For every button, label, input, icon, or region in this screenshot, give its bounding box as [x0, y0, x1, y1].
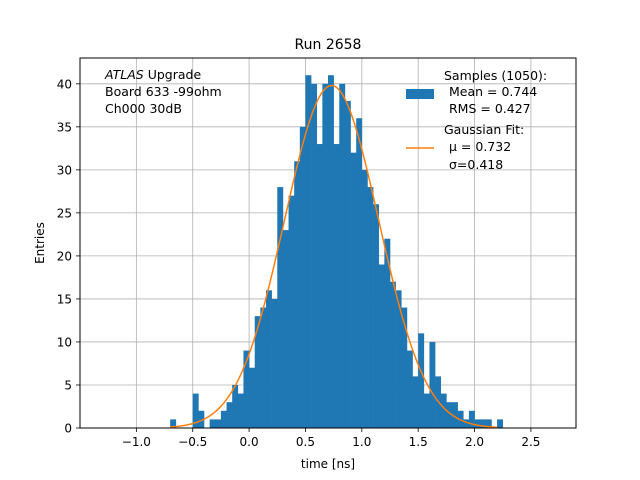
- histogram-bar: [474, 419, 481, 428]
- histogram-bar: [243, 350, 250, 428]
- histogram-bar: [277, 187, 284, 428]
- annotation-text: ATLAS Upgrade Board 633 -99ohm Ch000 30d…: [104, 67, 222, 116]
- y-tick-label: 40: [57, 77, 72, 91]
- x-axis-ticks: −1.0 −0.5 0.0 0.5 1.0 1.5 2.0 2.5: [122, 428, 540, 449]
- histogram-bar: [271, 298, 278, 428]
- histogram-bar: [412, 376, 419, 428]
- histogram-bar: [378, 264, 385, 428]
- annotation-line-3: Ch000 30dB: [105, 101, 182, 116]
- histogram-bar: [485, 419, 492, 428]
- histogram-bar: [316, 144, 323, 428]
- histogram-bar: [237, 393, 244, 428]
- histogram-bar: [446, 402, 453, 428]
- histogram-bar: [401, 307, 408, 428]
- histogram-bar: [395, 290, 402, 428]
- histogram-bar: [226, 402, 233, 428]
- histogram-bar: [249, 367, 256, 428]
- x-tick-label: −0.5: [178, 435, 207, 449]
- legend-samples-patch: [406, 89, 434, 99]
- histogram-bar: [209, 419, 216, 428]
- histogram-bar: [328, 75, 334, 429]
- legend-fit-sigma: σ=0.418: [449, 157, 503, 172]
- legend-fit-label: Gaussian Fit:: [444, 122, 524, 137]
- y-tick-label: 10: [57, 335, 72, 349]
- histogram-bar: [170, 419, 177, 428]
- y-tick-label: 15: [57, 292, 72, 306]
- x-tick-label: 2.5: [521, 435, 540, 449]
- y-tick-label: 30: [57, 163, 72, 177]
- histogram-bar: [311, 83, 318, 428]
- x-axis-label: time [ns]: [301, 457, 355, 471]
- gaussian-fit-curve: [170, 84, 498, 429]
- upgrade-label: Upgrade: [144, 67, 202, 82]
- histogram-bar: [192, 393, 199, 428]
- y-tick-label: 25: [57, 206, 72, 220]
- y-tick-label: 20: [57, 249, 72, 263]
- y-tick-label: 0: [64, 422, 72, 436]
- histogram-bar: [299, 126, 306, 428]
- chart-title: Run 2658: [295, 37, 362, 53]
- legend: Samples (1050): Mean = 0.744 RMS = 0.427…: [406, 68, 547, 172]
- histogram-bar: [339, 83, 346, 428]
- x-tick-label: 1.5: [409, 435, 428, 449]
- histogram-bar: [452, 402, 458, 428]
- histogram-bar: [390, 281, 396, 428]
- histogram-bar: [463, 419, 470, 428]
- histogram-bar: [429, 341, 436, 428]
- histogram-bar: [254, 316, 261, 428]
- x-tick-label: 1.0: [352, 435, 371, 449]
- histogram-bar: [220, 410, 227, 428]
- histogram-bar: [333, 144, 340, 428]
- histogram-bar: [406, 350, 413, 428]
- x-tick-label: 0.5: [296, 435, 315, 449]
- y-tick-label: 5: [64, 378, 72, 392]
- histogram-bar: [305, 75, 312, 429]
- histogram-bar: [440, 393, 447, 428]
- histogram-bars: [170, 75, 504, 429]
- legend-fit-mu: μ = 0.732: [449, 139, 511, 154]
- y-axis-ticks: 0 5 10 15 20 25 30 35 40: [57, 77, 80, 436]
- histogram-bar: [373, 204, 380, 428]
- histogram-bar: [497, 419, 504, 428]
- histogram-bar: [384, 238, 391, 428]
- histogram-bar: [322, 83, 329, 428]
- histogram-bar: [198, 410, 205, 428]
- annotation-line-1: ATLAS Upgrade: [104, 67, 201, 82]
- plot-frame: [79, 57, 577, 429]
- histogram-bar: [480, 419, 487, 428]
- y-axis-label: Entries: [33, 222, 47, 264]
- x-tick-label: −1.0: [122, 435, 151, 449]
- histogram-bar: [418, 333, 425, 428]
- histogram-bar: [361, 169, 368, 428]
- legend-samples-rms: RMS = 0.427: [449, 101, 531, 116]
- legend-samples-label: Samples (1050):: [444, 68, 547, 83]
- x-tick-label: 2.0: [465, 435, 484, 449]
- atlas-label: ATLAS: [104, 67, 144, 82]
- legend-samples-mean: Mean = 0.744: [449, 84, 537, 99]
- histogram-bar: [215, 419, 222, 428]
- histogram-bar: [232, 384, 239, 428]
- histogram-bar: [294, 161, 301, 429]
- y-tick-label: 35: [57, 120, 72, 134]
- histogram-bar: [260, 307, 267, 428]
- x-tick-label: 0.0: [240, 435, 259, 449]
- annotation-line-2: Board 633 -99ohm: [105, 84, 222, 99]
- histogram-bar: [266, 290, 272, 428]
- histogram-bar: [350, 152, 357, 428]
- histogram-bar: [367, 187, 374, 428]
- histogram-bar: [468, 410, 475, 428]
- histogram-bar: [423, 393, 430, 428]
- histogram-bar: [282, 230, 289, 428]
- histogram-bar: [356, 118, 363, 429]
- histogram-bar: [344, 101, 351, 428]
- histogram-bar: [288, 195, 295, 428]
